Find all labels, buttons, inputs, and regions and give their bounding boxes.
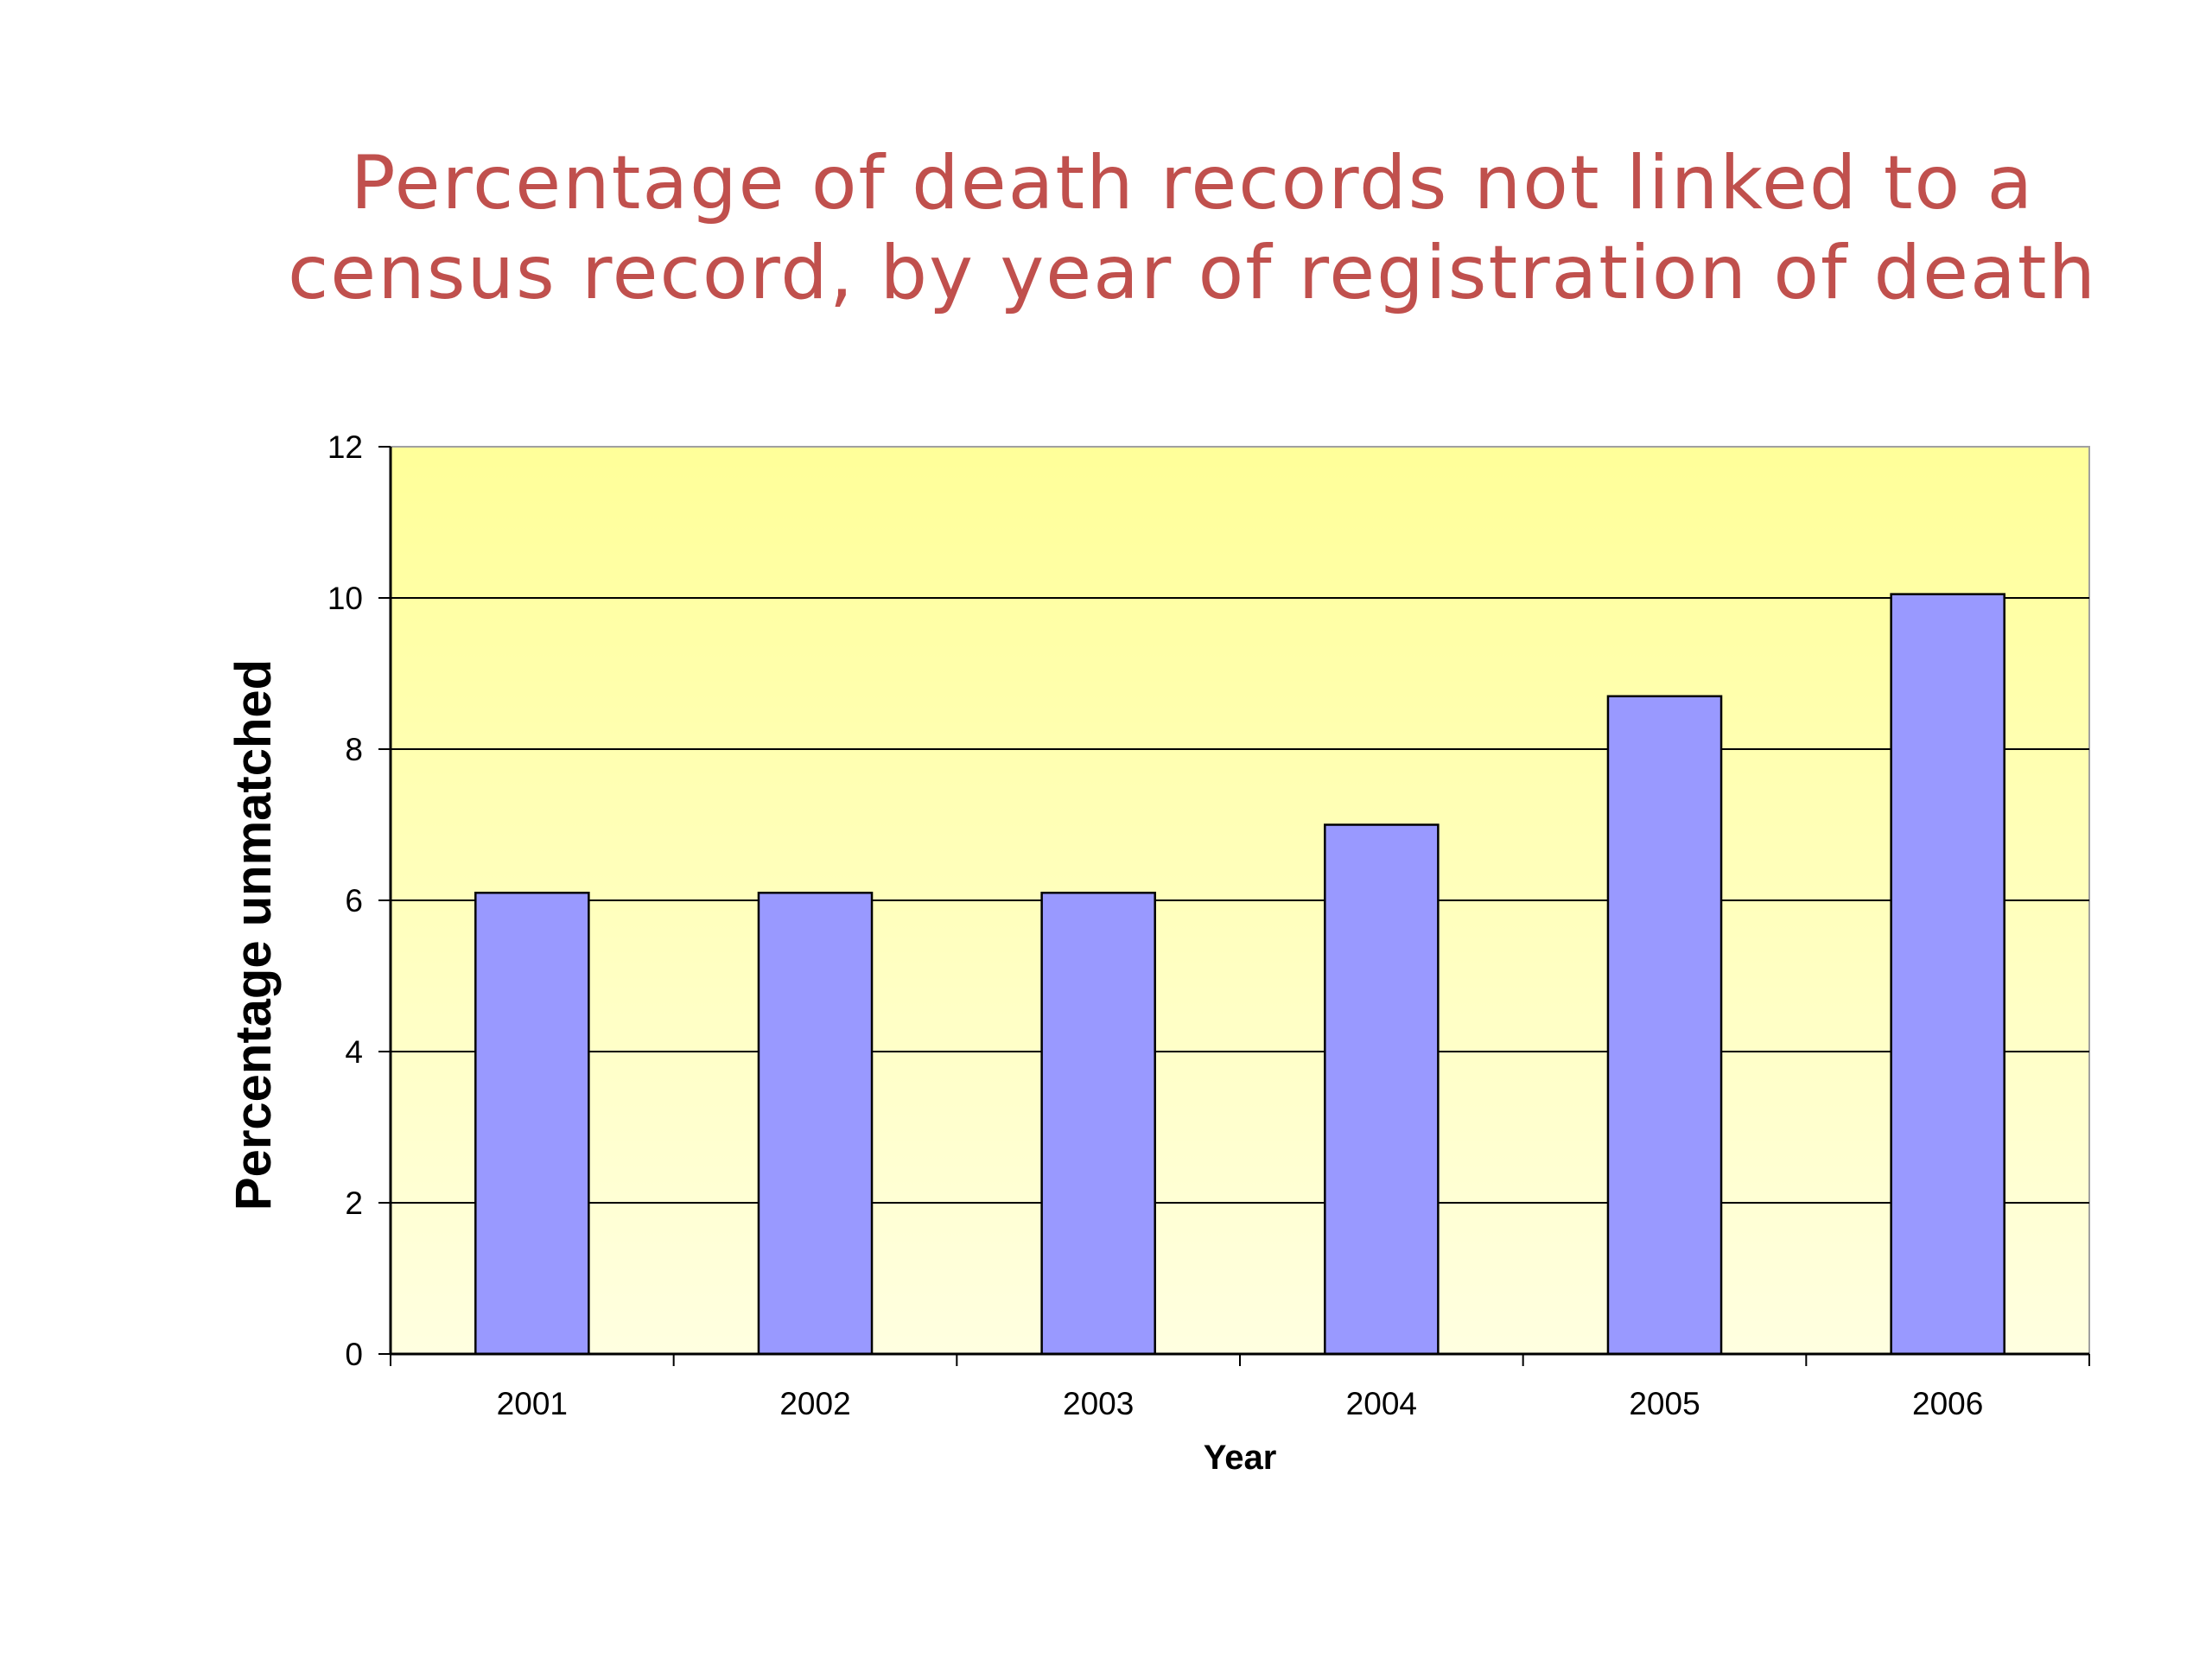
y-tick-label: 12	[327, 429, 363, 465]
axes	[378, 446, 2090, 1366]
x-tick-label: 2006	[1912, 1386, 1983, 1421]
x-tick-label: 2002	[779, 1386, 850, 1421]
chart-title-line-1: Percentage of death records not linked t…	[350, 140, 2035, 226]
bar-2005	[1606, 695, 1723, 1356]
y-tick-labels: 0 2 4 6 8 10 12	[327, 429, 363, 1372]
bar-2006	[1890, 593, 2005, 1356]
x-tick-label: 2004	[1346, 1386, 1417, 1421]
bar-2004	[1324, 823, 1440, 1356]
chart-title-line-2: census record, by year of registration o…	[288, 230, 2097, 316]
bars	[474, 593, 2005, 1356]
y-tick-label: 0	[345, 1337, 363, 1372]
x-tick-label: 2005	[1629, 1386, 1700, 1421]
x-tick-labels: 2001 2002 2003 2004 2005 2006	[497, 1386, 1984, 1421]
y-tick-label: 10	[327, 581, 363, 616]
y-axis-title: Percentage unmatched	[226, 659, 282, 1211]
x-tick-label: 2001	[497, 1386, 568, 1421]
x-tick-label: 2003	[1063, 1386, 1134, 1421]
bar-2003	[1040, 892, 1156, 1356]
x-axis-title: Year	[1204, 1439, 1277, 1477]
y-tick-label: 6	[345, 883, 363, 918]
y-tick-label: 4	[345, 1034, 363, 1070]
gridlines	[391, 597, 2089, 1204]
bar-2001	[474, 892, 590, 1356]
y-tick-label: 8	[345, 732, 363, 767]
y-tick-label: 2	[345, 1185, 363, 1221]
bar-2002	[757, 892, 874, 1356]
chart-title: Percentage of death records not linked t…	[259, 138, 2126, 318]
